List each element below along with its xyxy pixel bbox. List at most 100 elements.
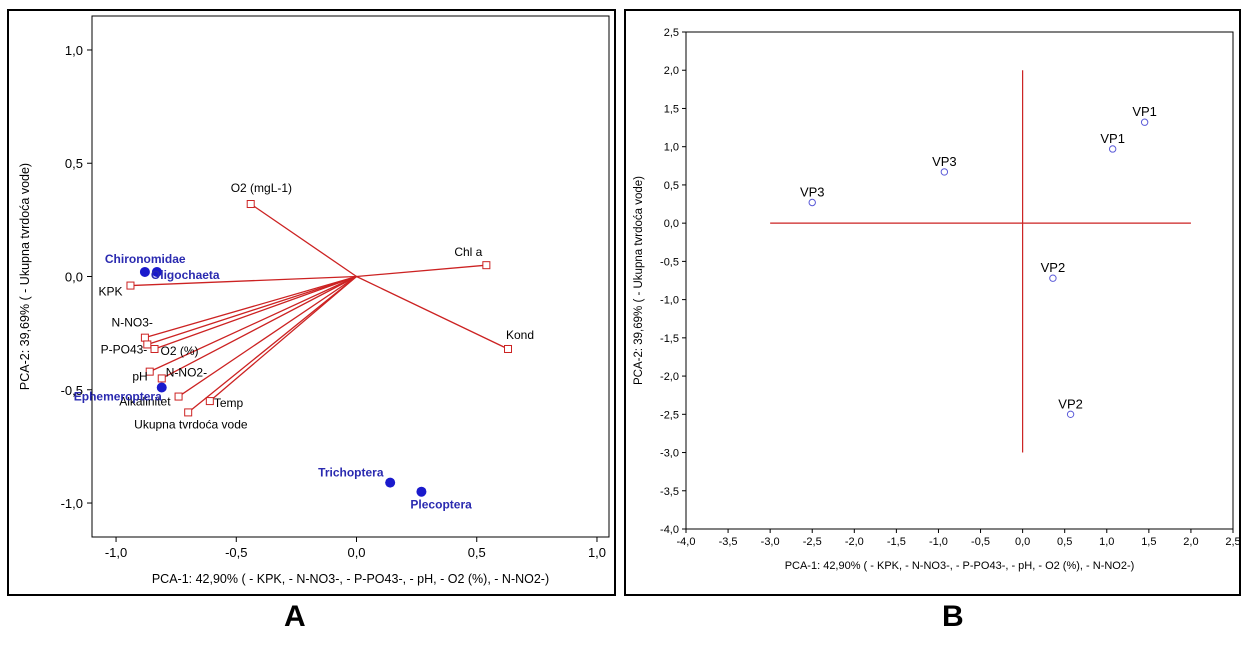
- panel-a-svg: -1,0 -0,5 0,0 0,5 1,0 -1,0 -0,5 0,0 0,5 1,0 O2 (mg…: [18, 15, 610, 586]
- variable-label: N-NO2-: [166, 365, 207, 379]
- x-tick-label: -1,0: [105, 545, 127, 560]
- variable-marker: [184, 408, 193, 417]
- panel-a-biplot: -1,0 -0,5 0,0 0,5 1,0 -1,0 -0,5 0,0 0,5 1,0 O2 (mg…: [7, 9, 616, 596]
- variable-label: Temp: [214, 396, 244, 410]
- y-tick-label: -3,0: [660, 448, 679, 460]
- variable-label: Ukupna tvrdoća vode: [134, 417, 248, 431]
- site-point: [808, 198, 816, 207]
- y-tick-label: 1,0: [664, 142, 679, 154]
- y-axis-title: PCA-2: 39,69% ( - Ukupna tvrdoća vode): [633, 176, 645, 385]
- y-tick-label: -0,5: [61, 383, 83, 398]
- variable-marker: [174, 392, 183, 401]
- site-label: VP2: [1058, 396, 1083, 411]
- variable-marker: [482, 261, 491, 270]
- y-tick-label: 2,5: [664, 27, 679, 39]
- x-tick-label: -3,5: [719, 536, 738, 548]
- loading-vector: [250, 203, 357, 278]
- x-tick-label: 0,0: [347, 545, 365, 560]
- variable-marker: [140, 333, 149, 342]
- taxon-point: [151, 266, 162, 277]
- x-tick-label: -2,0: [845, 536, 864, 548]
- y-tick-label: -1,0: [660, 295, 679, 307]
- y-tick-label: -0,5: [660, 256, 679, 268]
- taxon-point: [156, 382, 167, 393]
- y-tick-label: -2,0: [660, 371, 679, 383]
- variable-label: N-NO3-: [112, 316, 153, 330]
- site-label: VP3: [800, 185, 825, 200]
- taxon-label: Trichoptera: [318, 466, 384, 480]
- variable-label: O2 (mgL-1): [231, 181, 292, 195]
- variable-label: O2 (%): [161, 344, 199, 358]
- y-tick-label: 0,5: [664, 180, 679, 192]
- y-tick-label: 0,0: [664, 218, 679, 230]
- panel-label-a: A: [284, 600, 306, 633]
- loading-vector: [144, 275, 357, 339]
- taxon-point: [139, 266, 150, 277]
- site-point: [940, 168, 949, 176]
- plot-frame: [685, 31, 1234, 530]
- taxon-point: [416, 486, 427, 497]
- y-tick-label: 1,0: [65, 43, 83, 58]
- variable-label: KPK: [98, 285, 122, 299]
- variable-marker: [246, 200, 255, 209]
- x-tick-label: 0,5: [468, 545, 486, 560]
- loading-vector: [178, 275, 357, 398]
- site-label: VP1: [1100, 131, 1125, 146]
- site-label: VP2: [1041, 260, 1066, 275]
- x-tick-label: 2,5: [1225, 536, 1239, 548]
- panel-b-scatter: -4,0 -3,5 -3,0 -2,5 -2,0 -1,5 -1,0 -0,5 0,0 0,5 1,…: [624, 9, 1241, 596]
- variable-marker: [150, 344, 159, 353]
- y-tick-label: -1,0: [61, 496, 83, 511]
- y-tick-label: 0,5: [65, 156, 83, 171]
- variable-marker: [145, 367, 154, 376]
- taxon-label: Ephemeroptera: [74, 389, 162, 403]
- site-label: VP3: [932, 154, 957, 169]
- x-tick-label: -0,5: [225, 545, 247, 560]
- loading-vector: [161, 275, 357, 380]
- y-tick-label: 1,5: [664, 103, 679, 115]
- variable-marker: [504, 344, 513, 353]
- y-axis-title: PCA-2: 39,69% ( - Ukupna tvrdoća vode): [18, 163, 32, 390]
- x-tick-label: -1,5: [887, 536, 906, 548]
- taxon-label: Plecoptera: [410, 498, 472, 512]
- variable-marker: [143, 340, 152, 349]
- loading-vector: [147, 275, 357, 346]
- x-tick-label: 0,5: [1057, 536, 1072, 548]
- variable-label: Alkalinitet: [119, 395, 171, 409]
- site-point: [1108, 145, 1117, 153]
- panel-label-b: B: [942, 600, 964, 633]
- x-tick-label: -0,5: [971, 536, 990, 548]
- loading-vector: [130, 275, 357, 287]
- loading-vector: [209, 276, 357, 402]
- loading-vector: [154, 275, 357, 350]
- x-tick-label: 1,5: [1141, 536, 1156, 548]
- panel-b-svg: -4,0 -3,5 -3,0 -2,5 -2,0 -1,5 -1,0 -0,5 0,0 0,5 1,…: [633, 27, 1239, 572]
- y-tick-label: 0,0: [65, 270, 83, 285]
- x-axis-title: PCA-1: 42,90% ( - KPK, - N-NO3-, - P-PO4…: [152, 572, 549, 586]
- site-point: [1066, 410, 1075, 419]
- x-tick-label: -2,5: [803, 536, 822, 548]
- y-tick-label: -4,0: [660, 524, 679, 536]
- y-tick-label: -1,5: [660, 333, 679, 345]
- taxon-label: Oligochaeta: [151, 268, 220, 282]
- loading-vector: [187, 275, 357, 413]
- x-axis-title: PCA-1: 42,90% ( - KPK, - N-NO3-, - P-PO4…: [785, 560, 1135, 572]
- x-tick-label: -4,0: [677, 536, 696, 548]
- y-tick-label: -2,5: [660, 409, 679, 421]
- site-point: [1049, 274, 1057, 282]
- loading-vector: [149, 275, 357, 373]
- variable-label: P-PO43-: [101, 342, 148, 356]
- site-point: [1140, 118, 1149, 126]
- taxon-point: [385, 477, 396, 488]
- x-tick-label: -1,0: [929, 536, 948, 548]
- variable-marker: [126, 281, 135, 290]
- x-tick-label: 2,0: [1183, 536, 1198, 548]
- x-tick-label: 1,0: [588, 545, 606, 560]
- x-tick-label: -3,0: [761, 536, 780, 548]
- x-tick-label: 1,0: [1099, 536, 1114, 548]
- x-tick-label: 0,0: [1015, 536, 1030, 548]
- y-tick-label: 2,0: [664, 65, 679, 77]
- variable-marker: [205, 397, 214, 406]
- taxon-label: Chironomidae: [105, 252, 186, 266]
- loading-vector: [356, 275, 509, 350]
